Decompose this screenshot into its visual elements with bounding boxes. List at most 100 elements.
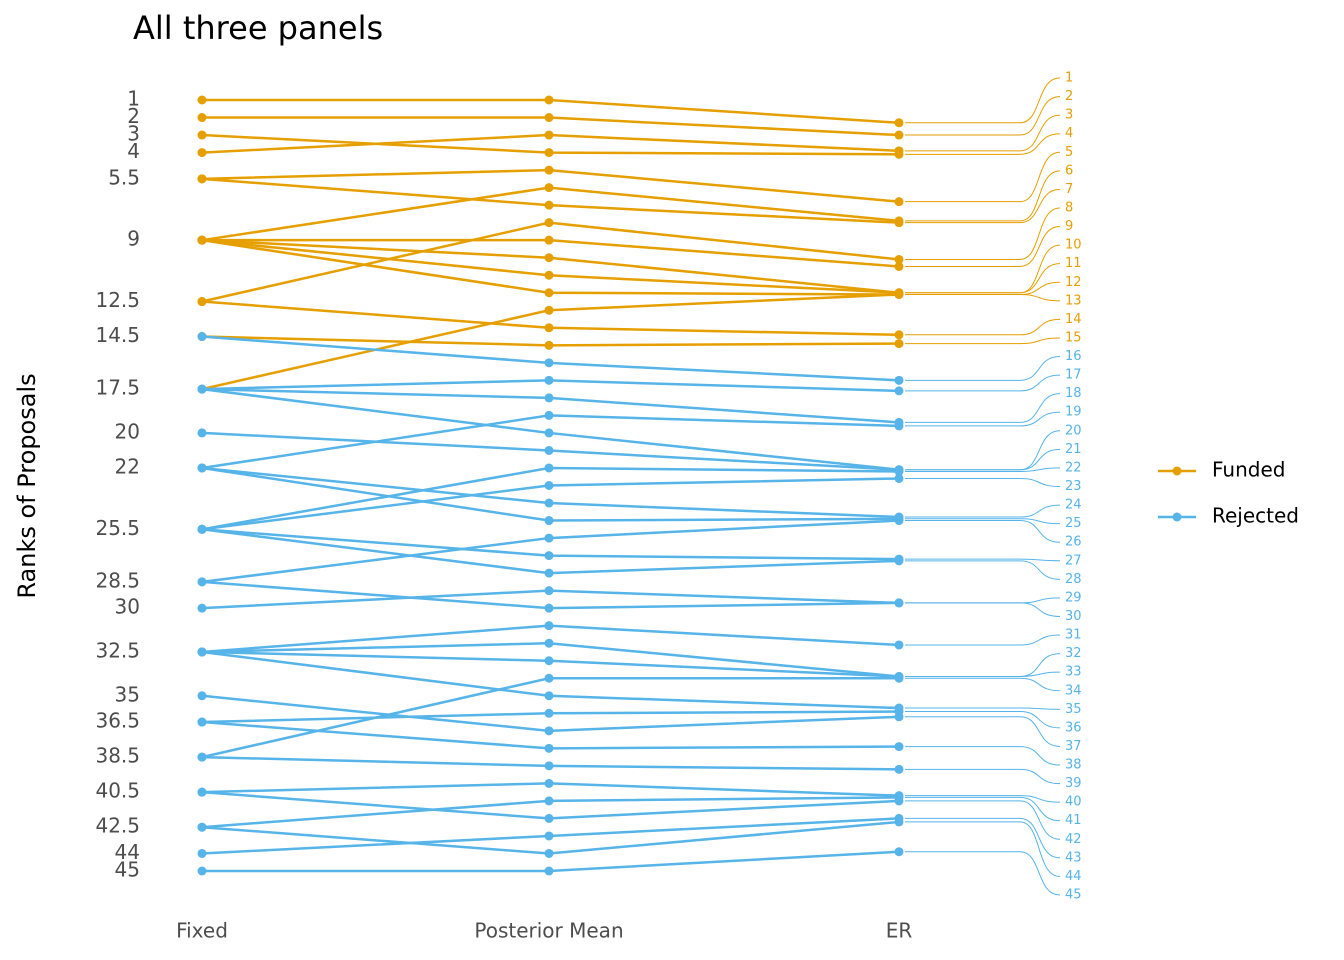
point [894,339,904,349]
point [544,603,554,613]
rank-label: 4 [1065,126,1073,141]
x-tick-label: Fixed [176,919,228,943]
point [197,717,207,727]
y-tick-label: 2 [127,104,140,128]
point [544,551,554,561]
point [544,270,554,280]
point [544,708,554,718]
point [197,848,207,858]
point [894,640,904,650]
leader-line [905,133,1061,155]
x-tick-label: Posterior Mean [474,919,623,943]
rank-label: 1 [1065,71,1073,86]
point [544,638,554,648]
rank-label: 33 [1065,665,1082,680]
y-tick-label: 36.5 [95,709,140,733]
point [544,428,554,438]
rank-label: 35 [1065,702,1082,717]
y-tick-label: 14.5 [95,323,140,347]
point [544,866,554,876]
leader-line [905,707,1061,710]
point [544,743,554,753]
rank-label: 28 [1065,572,1082,587]
rank-label: 5 [1065,145,1073,160]
point [544,305,554,315]
leader-line [905,151,1061,203]
point [544,831,554,841]
y-tick-label: 45 [115,858,140,882]
point [544,253,554,263]
y-tick-label: 3 [127,122,140,146]
point [544,200,554,210]
rank-label: 3 [1065,108,1073,123]
rank-label: 29 [1065,590,1082,605]
legend-key-point [1172,466,1182,476]
y-tick-label: 17.5 [95,376,140,400]
leader-line [905,558,1061,562]
y-tick-label: 44 [115,840,140,864]
rank-label: 6 [1065,163,1073,178]
rank-label: 40 [1065,795,1082,810]
rank-label: 21 [1065,442,1082,457]
point [544,340,554,350]
y-tick-label: 12.5 [95,288,140,312]
point [197,787,207,797]
rank-label: 26 [1065,535,1082,550]
point [544,778,554,788]
rank-label: 27 [1065,553,1082,568]
leader-line [905,188,1061,224]
leader-line [905,671,1061,677]
leader-line [905,504,1061,518]
leader-line [905,170,1061,222]
leader-line [905,711,1061,729]
leader-line [905,560,1061,580]
leader-line [905,411,1061,427]
point [544,673,554,683]
legend-label: Funded [1212,458,1285,482]
point [894,598,904,608]
y-tick-label: 30 [115,595,140,619]
point [894,516,904,526]
point [197,235,207,245]
point [894,118,904,128]
rank-label: 12 [1065,275,1082,290]
point [544,218,554,228]
point [197,428,207,438]
point [197,174,207,184]
point [894,197,904,207]
leader-line [905,677,1061,692]
leader-line [905,851,1061,896]
point [544,691,554,701]
rank-label: 42 [1065,832,1082,847]
slope-line [201,414,900,470]
y-tick-label: 40.5 [95,779,140,803]
leader-line [905,337,1061,345]
point [894,796,904,806]
leader-line [905,207,1061,260]
rank-label: 10 [1065,238,1082,253]
leader-line [905,96,1061,136]
point [894,742,904,752]
point [197,752,207,762]
rank-label: 17 [1065,368,1082,383]
point [544,848,554,858]
point [544,183,554,193]
point [544,410,554,420]
y-tick-label: 9 [127,227,140,251]
point [197,822,207,832]
rank-label: 43 [1065,850,1082,865]
rank-label: 11 [1065,256,1082,271]
chart-title: All three panels [133,9,383,47]
point [544,445,554,455]
leader-line [905,294,1061,302]
point [197,463,207,473]
point [894,673,904,683]
point [544,113,554,123]
point [544,235,554,245]
point [197,297,207,307]
leader-line [905,795,1061,803]
leader-line [905,817,1061,859]
y-tick-label: 42.5 [95,814,140,838]
slope-line [201,186,900,242]
